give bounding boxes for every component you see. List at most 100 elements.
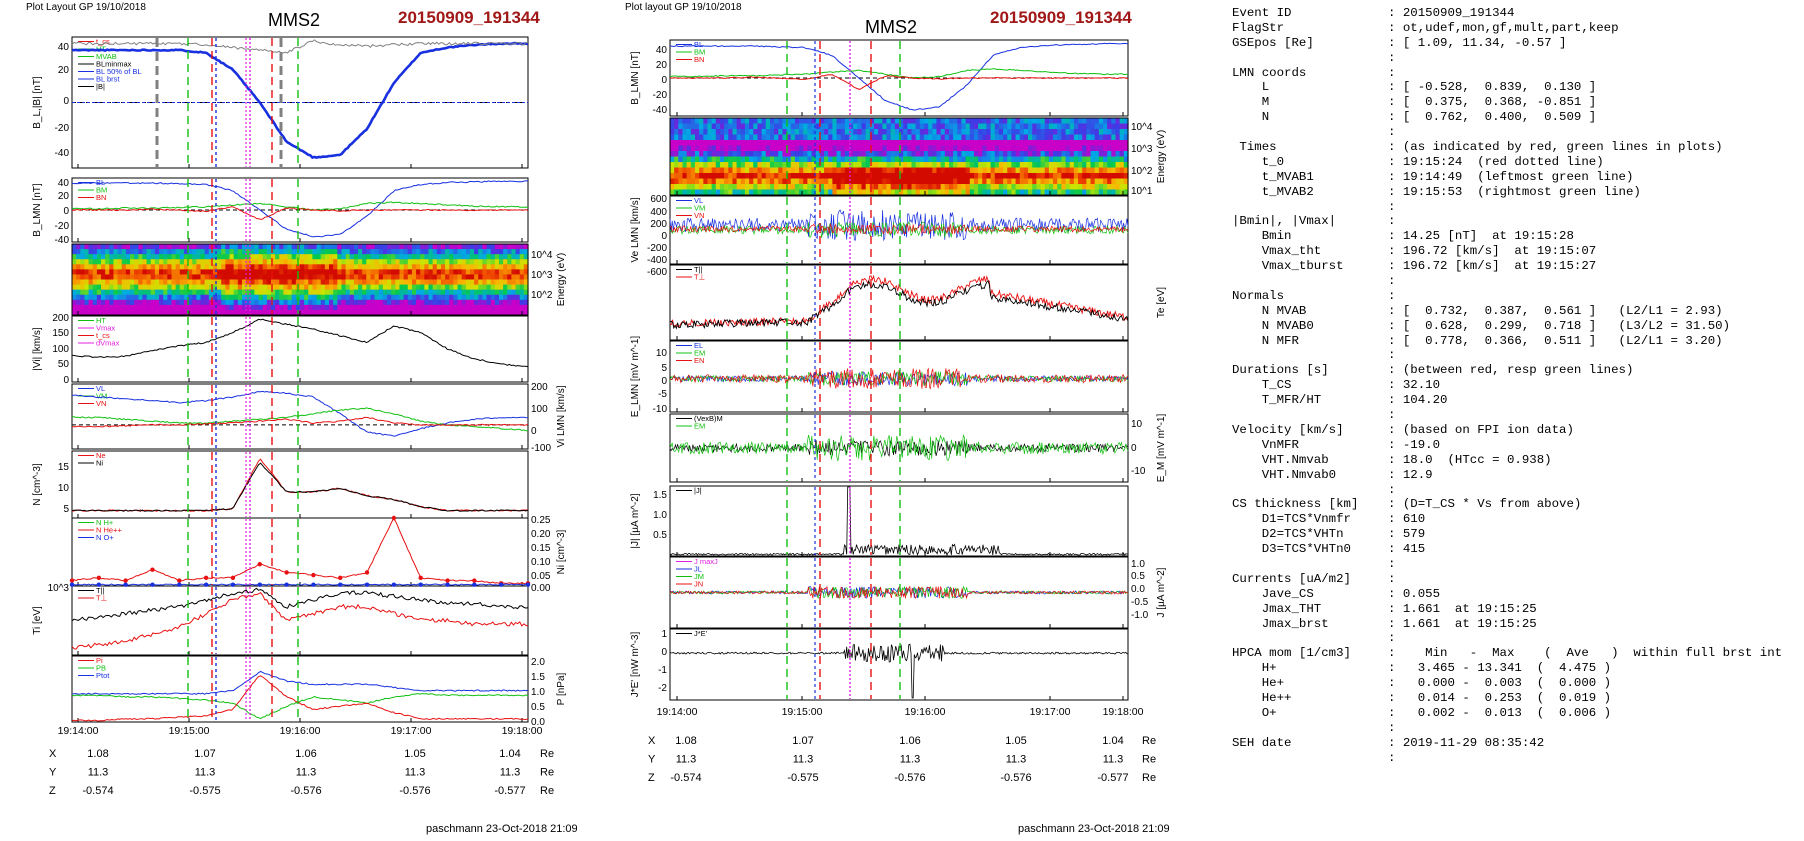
spectrogram-cell <box>316 309 322 316</box>
spectrogram-cell <box>844 145 850 152</box>
spectrogram-cell <box>171 269 177 276</box>
spectrogram-cell <box>254 249 260 255</box>
spectrogram-cell <box>486 299 492 306</box>
spectrogram-cell <box>291 244 297 250</box>
spectrogram-cell <box>915 118 921 125</box>
spectrogram-cell <box>291 249 297 255</box>
spectrogram-cell <box>283 279 289 286</box>
spectrogram-cell <box>836 145 842 152</box>
spectrogram-cell <box>690 156 696 163</box>
spectrogram-cell <box>857 178 863 185</box>
spectrogram-cell <box>711 167 717 174</box>
spectrogram-cell <box>1057 156 1062 163</box>
spectrogram-cell <box>428 254 434 260</box>
spectrogram-cell <box>457 274 463 281</box>
spectrogram-cell <box>699 145 704 152</box>
spectrogram-cell <box>130 294 135 301</box>
spectrogram-cell <box>998 189 1004 196</box>
spectrogram-cell <box>1028 167 1033 174</box>
spectrogram-cell <box>486 249 492 255</box>
legend-entry: EL <box>694 341 703 350</box>
spectrogram-cell <box>786 167 792 174</box>
spectrogram-cell <box>1123 151 1129 158</box>
spectrogram-cell <box>703 123 709 130</box>
spectrogram-cell <box>690 184 696 191</box>
spectrogram-cell <box>171 254 177 260</box>
spectrogram-cell <box>113 274 119 281</box>
spectrogram-cell <box>728 145 734 152</box>
spectrogram-cell <box>865 156 871 163</box>
spectrogram-cell <box>84 264 90 270</box>
spectrogram-cell <box>254 274 260 281</box>
spectrogram-cell <box>324 299 330 306</box>
spectrogram-cell <box>80 279 86 286</box>
spectrogram-cell <box>345 244 351 250</box>
density-point <box>498 582 504 587</box>
spectrogram-cell <box>1023 118 1029 125</box>
legend-entry: J*E' <box>694 629 708 638</box>
spectrogram-cell <box>229 289 235 296</box>
spectrogram-cell <box>362 259 367 265</box>
spectrogram-cell <box>857 189 863 196</box>
spectrogram-cell <box>753 118 759 125</box>
spectrogram-cell <box>121 274 127 281</box>
spectrogram-cell <box>515 254 521 260</box>
spectrogram-cell <box>724 151 729 158</box>
legend-entry: JN <box>694 580 703 589</box>
spectrogram-cell <box>861 140 867 147</box>
left-eph-label: Z <box>49 785 56 797</box>
spectrogram-cell <box>374 279 380 286</box>
spectrogram-cell <box>811 173 817 180</box>
left-panel-frame <box>71 517 529 587</box>
spectrogram-cell <box>1082 129 1087 136</box>
spectrogram-cell <box>316 264 322 270</box>
spectrogram-cell <box>986 145 992 152</box>
spectrogram-cell <box>915 156 921 163</box>
spectrogram-cell <box>503 259 508 265</box>
spectrogram-cell <box>819 173 825 180</box>
spectrogram-cell <box>308 299 314 306</box>
spectrogram-cell <box>1107 156 1112 163</box>
spectrogram-cell <box>982 129 988 136</box>
info-row: : <box>1232 274 1782 289</box>
y-tick-label: 150 <box>52 328 69 339</box>
legend-entry: BL 50% of BL <box>96 67 142 76</box>
spectrogram-cell <box>699 134 704 141</box>
spectrogram-cell <box>300 299 305 306</box>
spectrogram-cell <box>978 156 983 163</box>
info-row: N: [ 0.762, 0.400, 0.509 ] <box>1232 110 1782 125</box>
spectrogram-cell <box>432 274 438 281</box>
spectrogram-cell <box>275 309 280 316</box>
spectrogram-cell <box>923 184 929 191</box>
spectrogram-cell <box>1107 173 1112 180</box>
spectrogram-cell <box>225 309 231 316</box>
info-value: : 0.002 - 0.013 ( 0.006 ) <box>1388 705 1612 720</box>
spectrogram-cell <box>874 151 879 158</box>
spectrogram-cell <box>407 284 413 291</box>
spectrogram-cell <box>362 294 367 301</box>
spectrogram-cell <box>853 189 858 196</box>
spectrogram-cell <box>832 189 838 196</box>
spectrogram-cell <box>192 294 197 301</box>
spectrogram-cell <box>109 299 115 306</box>
spectrogram-cell <box>101 299 106 306</box>
spectrogram-cell <box>1073 173 1079 180</box>
spectrogram-cell <box>229 249 235 255</box>
left-series-no <box>71 583 529 586</box>
spectrogram-cell <box>291 304 297 311</box>
info-row: : <box>1232 408 1782 423</box>
spectrogram-cell <box>736 123 742 130</box>
spectrogram-cell <box>948 178 954 185</box>
spectrogram-cell <box>849 167 854 174</box>
spectrogram-cell <box>478 279 483 286</box>
spectrogram-cell <box>849 184 854 191</box>
spectrogram-cell <box>782 151 788 158</box>
spectrogram-cell <box>142 249 148 255</box>
spectrogram-cell <box>171 244 177 250</box>
spectrogram-cell <box>101 289 106 296</box>
spectrogram-cell <box>192 309 197 316</box>
y-axis-label: E_M [mV m^-1] <box>1156 413 1167 482</box>
spectrogram-cell <box>874 145 879 152</box>
spectrogram-cell <box>142 309 148 316</box>
spectrogram-cell <box>965 189 971 196</box>
